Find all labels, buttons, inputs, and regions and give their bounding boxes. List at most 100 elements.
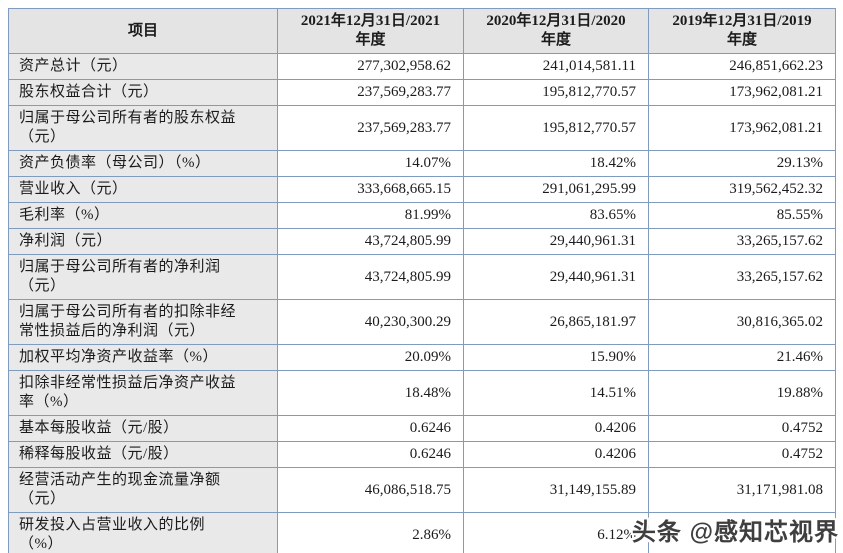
- row-label: 稀释每股收益（元/股）: [8, 441, 278, 468]
- cell-value: 0.6246: [277, 415, 464, 442]
- text-line: 年度: [540, 32, 571, 48]
- table-row: 股东权益合计（元） 237,569,283.77 195,812,770.57 173…: [8, 79, 836, 106]
- row-label: 营业收入（元）: [8, 176, 278, 203]
- table-header: 项目 2021年12月31日/2021 年度 2020年12月31日/2020 年度 20…: [8, 8, 836, 54]
- text-line: 稀释每股收益（元/股）: [19, 446, 179, 462]
- text-line: 归属于母公司所有者的扣除非经: [19, 304, 237, 320]
- cell-value: 31,149,155.89: [463, 467, 649, 513]
- row-label: 研发投入占营业收入的比例 （%）: [8, 512, 278, 553]
- cell-value: 173,962,081.21: [648, 79, 836, 106]
- text-line: 基本每股收益（元/股）: [19, 420, 179, 436]
- row-label: 扣除非经常性损益后净资产收益 率（%）: [8, 370, 278, 416]
- cell-value: 43,724,805.99: [277, 254, 464, 300]
- table-row: 资产负债率（母公司）（%） 14.07% 18.42% 29.13%: [8, 150, 836, 177]
- cell-value: 19.88%: [648, 370, 836, 416]
- cell-value: 246,851,662.23: [648, 53, 836, 80]
- table-row: 经营活动产生的现金流量净额 （元） 46,086,518.75 31,149,155.…: [8, 467, 836, 513]
- table-row: 归属于母公司所有者的扣除非经 常性损益后的净利润（元） 40,230,300.29 2…: [8, 299, 836, 345]
- row-label: 基本每股收益（元/股）: [8, 415, 278, 442]
- cell-value: 21.46%: [648, 344, 836, 371]
- text-line: 率（%）: [19, 394, 79, 410]
- text-line: 年度: [355, 32, 386, 48]
- row-label: 归属于母公司所有者的股东权益 （元）: [8, 105, 278, 151]
- cell-value: 173,962,081.21: [648, 105, 836, 151]
- cell-value: 30,816,365.02: [648, 299, 836, 345]
- text-line: 常性损益后的净利润（元）: [19, 323, 206, 339]
- row-label: 归属于母公司所有者的扣除非经 常性损益后的净利润（元）: [8, 299, 278, 345]
- table-row: 扣除非经常性损益后净资产收益 率（%） 18.48% 14.51% 19.88%: [8, 370, 836, 416]
- text-line: 净利润（元）: [19, 233, 113, 249]
- cell-value: 319,562,452.32: [648, 176, 836, 203]
- cell-value: 6.12%: [463, 512, 649, 553]
- cell-value: 43,724,805.99: [277, 228, 464, 255]
- cell-value: [648, 512, 836, 553]
- financial-summary-table: 项目 2021年12月31日/2021 年度 2020年12月31日/2020 年度 20…: [8, 8, 836, 553]
- text-line: 资产总计（元）: [19, 58, 128, 74]
- table-row: 资产总计（元） 277,302,958.62 241,014,581.11 246,8…: [8, 53, 836, 80]
- cell-value: 29.13%: [648, 150, 836, 177]
- cell-value: 241,014,581.11: [463, 53, 649, 80]
- text-line: 2019年12月31日/2019: [672, 13, 812, 29]
- header-year-column: 2019年12月31日/2019 年度: [648, 8, 836, 54]
- cell-value: 0.4752: [648, 441, 836, 468]
- text-line: 营业收入（元）: [19, 181, 128, 197]
- cell-value: 81.99%: [277, 202, 464, 229]
- header-row: 项目 2021年12月31日/2021 年度 2020年12月31日/2020 年度 20…: [8, 8, 836, 54]
- cell-value: 31,171,981.08: [648, 467, 836, 513]
- cell-value: 0.4206: [463, 441, 649, 468]
- cell-value: 85.55%: [648, 202, 836, 229]
- cell-value: 0.4206: [463, 415, 649, 442]
- cell-value: 18.48%: [277, 370, 464, 416]
- text-line: （%）: [19, 536, 63, 552]
- row-label: 净利润（元）: [8, 228, 278, 255]
- row-label: 毛利率（%）: [8, 202, 278, 229]
- toutiao-watermark: 头条 @感知芯视界: [631, 519, 839, 546]
- cell-value: 18.42%: [463, 150, 649, 177]
- table-row: 基本每股收益（元/股） 0.6246 0.4206 0.4752: [8, 415, 836, 442]
- cell-value: 29,440,961.31: [463, 254, 649, 300]
- cell-value: 14.07%: [277, 150, 464, 177]
- cell-value: 29,440,961.31: [463, 228, 649, 255]
- row-label: 加权平均净资产收益率（%）: [8, 344, 278, 371]
- cell-value: 46,086,518.75: [277, 467, 464, 513]
- row-label: 资产总计（元）: [8, 53, 278, 80]
- text-line: 研发投入占营业收入的比例: [19, 517, 206, 533]
- text-line: 加权平均净资产收益率（%）: [19, 349, 218, 365]
- cell-value: 33,265,157.62: [648, 228, 836, 255]
- table-row: 归属于母公司所有者的股东权益 （元） 237,569,283.77 195,812,7…: [8, 105, 836, 151]
- table-row: 归属于母公司所有者的净利润 （元） 43,724,805.99 29,440,961.…: [8, 254, 836, 300]
- cell-value: 195,812,770.57: [463, 79, 649, 106]
- cell-value: 195,812,770.57: [463, 105, 649, 151]
- cell-value: 0.6246: [277, 441, 464, 468]
- text-line: 资产负债率（母公司）（%）: [19, 155, 211, 171]
- cell-value: 83.65%: [463, 202, 649, 229]
- text-line: 扣除非经常性损益后净资产收益: [19, 375, 237, 391]
- table-body: 资产总计（元） 277,302,958.62 241,014,581.11 246,8…: [8, 53, 836, 553]
- row-label: 资产负债率（母公司）（%）: [8, 150, 278, 177]
- cell-value: 237,569,283.77: [277, 105, 464, 151]
- cell-value: 33,265,157.62: [648, 254, 836, 300]
- table-row: 营业收入（元） 333,668,665.15 291,061,295.99 319,5…: [8, 176, 836, 203]
- text-line: 毛利率（%）: [19, 207, 110, 223]
- text-line: 年度: [726, 32, 757, 48]
- cell-value: 0.4752: [648, 415, 836, 442]
- table-row: 净利润（元） 43,724,805.99 29,440,961.31 33,265,1…: [8, 228, 836, 255]
- row-label: 经营活动产生的现金流量净额 （元）: [8, 467, 278, 513]
- text-line: 2020年12月31日/2020: [486, 13, 626, 29]
- row-label: 归属于母公司所有者的净利润 （元）: [8, 254, 278, 300]
- header-year-column: 2020年12月31日/2020 年度: [463, 8, 649, 54]
- text-line: （元）: [19, 491, 66, 507]
- cell-value: 15.90%: [463, 344, 649, 371]
- cell-value: 237,569,283.77: [277, 79, 464, 106]
- text-line: 2021年12月31日/2021: [300, 13, 441, 29]
- text-line: （元）: [19, 278, 66, 294]
- cell-value: 20.09%: [277, 344, 464, 371]
- header-items-column: 项目: [8, 8, 278, 54]
- text-line: 项目: [127, 22, 158, 39]
- table-row: 稀释每股收益（元/股） 0.6246 0.4206 0.4752: [8, 441, 836, 468]
- table-row: 加权平均净资产收益率（%） 20.09% 15.90% 21.46%: [8, 344, 836, 371]
- cell-value: 14.51%: [463, 370, 649, 416]
- header-year-column: 2021年12月31日/2021 年度: [277, 8, 464, 54]
- row-label: 股东权益合计（元）: [8, 79, 278, 106]
